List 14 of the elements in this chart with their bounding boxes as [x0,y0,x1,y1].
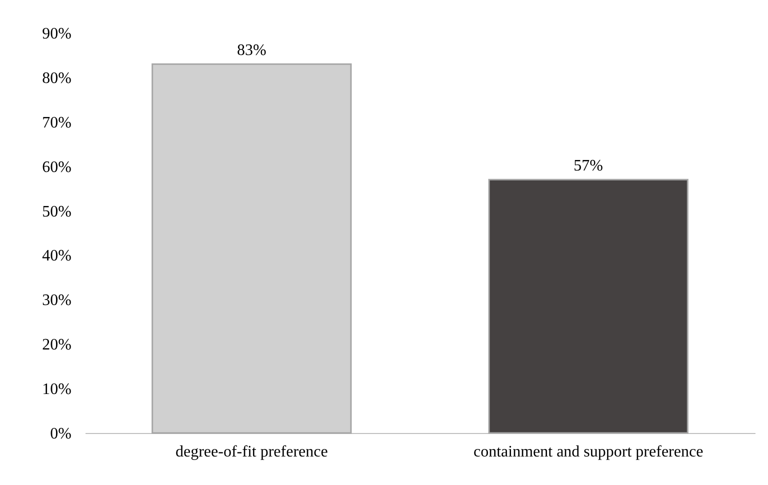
y-tick-label: 50% [42,203,72,220]
y-tick-label: 0% [50,426,72,442]
x-tick-label: degree-of-fit preference [175,444,328,460]
y-tick-label: 90% [42,26,72,42]
y-tick-label: 20% [42,336,72,354]
y-tick-label: 40% [42,248,72,265]
x-tick-label: containment and support preference [474,444,704,460]
y-tick-label: 30% [42,292,72,310]
y-tick-label: 10% [42,381,72,398]
y-tick-label: 80% [42,70,72,87]
y-tick-label: 70% [42,114,72,132]
y-tick-label: 60% [42,158,72,176]
data-label: 83% [236,42,266,60]
data-label: 57% [574,158,604,175]
